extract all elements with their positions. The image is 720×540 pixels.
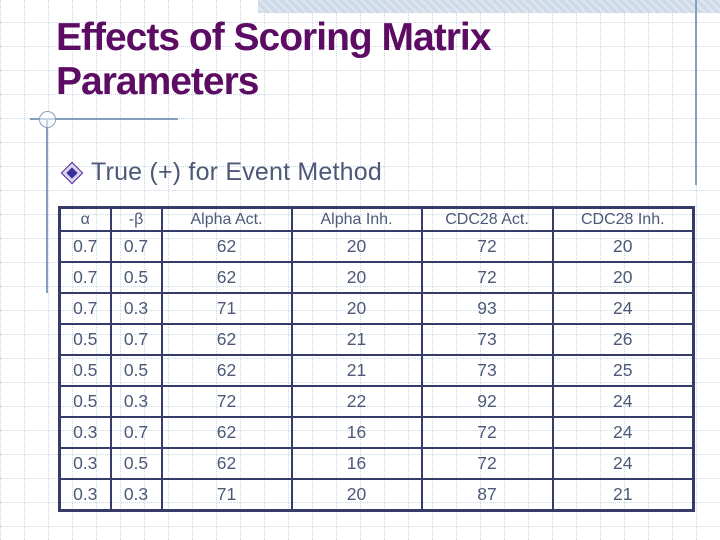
column-header: Alpha Inh.	[290, 206, 423, 232]
grid-line-horizontal	[0, 526, 720, 527]
table-cell: 0.3	[58, 447, 112, 480]
table-cell: 21	[290, 323, 423, 356]
grid-line-vertical	[48, 0, 49, 540]
table-row: 0.7 0.3 71 20 93 24	[58, 292, 695, 325]
table-row: 0.7 0.5 62 20 72 20	[58, 261, 695, 294]
table-row: 0.3 0.7 62 16 72 24	[58, 416, 695, 449]
table-cell: 25	[551, 354, 695, 387]
right-edge-line	[695, 0, 697, 185]
table-cell: 0.7	[58, 292, 112, 325]
table-row: 0.7 0.7 62 20 72 20	[58, 230, 695, 263]
title-underline	[30, 118, 178, 120]
table-cell: 0.7	[58, 261, 112, 294]
grid-line-horizontal	[0, 142, 720, 143]
diamond-bullet-inner	[66, 166, 78, 179]
grid-line-vertical	[696, 0, 697, 540]
table-cell: 0.5	[109, 354, 163, 387]
table-row: 0.5 0.5 62 21 73 25	[58, 354, 695, 387]
table-cell: 0.7	[109, 230, 163, 263]
table-cell: 20	[551, 230, 695, 263]
table-cell: 0.3	[109, 292, 163, 325]
table-cell: 24	[551, 447, 695, 480]
title-line-1: Effects of Scoring Matrix	[56, 16, 491, 59]
column-header: -β	[109, 206, 163, 232]
table-cell: 73	[420, 354, 554, 387]
table-cell: 0.3	[58, 416, 112, 449]
table-cell: 26	[551, 323, 695, 356]
column-header: α	[58, 206, 112, 232]
table-cell: 62	[160, 323, 293, 356]
table-cell: 71	[160, 292, 293, 325]
table-cell: 0.5	[58, 354, 112, 387]
grid-line-horizontal	[0, 190, 720, 191]
column-header: CDC28 Act.	[420, 206, 554, 232]
table-cell: 20	[290, 261, 423, 294]
table-row: 0.3 0.3 71 20 87 21	[58, 478, 695, 512]
table-cell: 92	[420, 385, 554, 418]
table-cell: 72	[420, 261, 554, 294]
table-cell: 62	[160, 230, 293, 263]
grid-line-horizontal	[0, 22, 720, 23]
table-cell: 24	[551, 292, 695, 325]
table-cell: 72	[420, 230, 554, 263]
table-cell: 16	[290, 416, 423, 449]
grid-line-horizontal	[0, 118, 720, 119]
compass-circle-icon	[39, 111, 56, 128]
table-cell: 0.3	[58, 478, 112, 512]
table-cell: 72	[160, 385, 293, 418]
grid-line-horizontal	[0, 94, 720, 95]
grid-line-horizontal	[0, 46, 720, 47]
table-cell: 0.7	[109, 323, 163, 356]
bullet-text: True (+) for Event Method	[91, 158, 382, 186]
grid-line-vertical	[0, 0, 1, 540]
left-margin-line	[46, 120, 48, 293]
table-cell: 71	[160, 478, 293, 512]
table-cell: 20	[290, 478, 423, 512]
bullet-item: True (+) for Event Method	[60, 158, 382, 187]
table-cell: 62	[160, 261, 293, 294]
table-cell: 20	[290, 292, 423, 325]
table-cell: 21	[290, 354, 423, 387]
table-row: 0.5 0.3 72 22 92 24	[58, 385, 695, 418]
diamond-bullet-icon	[60, 161, 84, 184]
table-cell: 73	[420, 323, 554, 356]
table-cell: 87	[420, 478, 554, 512]
column-header: Alpha Act.	[160, 206, 293, 232]
page-title: Effects of Scoring Matrix Parameters	[56, 16, 491, 104]
table-cell: 93	[420, 292, 554, 325]
table-cell: 21	[551, 478, 695, 512]
table-cell: 0.5	[109, 447, 163, 480]
table-row: 0.5 0.7 62 21 73 26	[58, 323, 695, 356]
table-row: 0.3 0.5 62 16 72 24	[58, 447, 695, 480]
results-table: α -β Alpha Act. Alpha Inh. CDC28 Act. CDC28 I…	[58, 206, 695, 512]
table-header-row: α -β Alpha Act. Alpha Inh. CDC28 Act. CDC28 I…	[58, 206, 695, 232]
table-cell: 62	[160, 447, 293, 480]
table-cell: 24	[551, 416, 695, 449]
table-cell: 22	[290, 385, 423, 418]
table-cell: 0.7	[58, 230, 112, 263]
table-cell: 62	[160, 416, 293, 449]
table-cell: 0.7	[109, 416, 163, 449]
table-cell: 0.5	[58, 385, 112, 418]
table-cell: 0.5	[58, 323, 112, 356]
table-cell: 62	[160, 354, 293, 387]
title-line-2: Parameters	[56, 60, 259, 103]
table-cell: 0.3	[109, 478, 163, 512]
grid-line-horizontal	[0, 70, 720, 71]
table-cell: 20	[290, 230, 423, 263]
table-cell: 16	[290, 447, 423, 480]
table-cell: 24	[551, 385, 695, 418]
column-header: CDC28 Inh.	[551, 206, 695, 232]
table-cell: 0.5	[109, 261, 163, 294]
table-cell: 20	[551, 261, 695, 294]
grid-line-horizontal	[0, 166, 720, 167]
table-cell: 72	[420, 416, 554, 449]
table-cell: 72	[420, 447, 554, 480]
grid-line-vertical	[24, 0, 25, 540]
table-cell: 0.3	[109, 385, 163, 418]
top-band-decoration	[258, 0, 720, 13]
